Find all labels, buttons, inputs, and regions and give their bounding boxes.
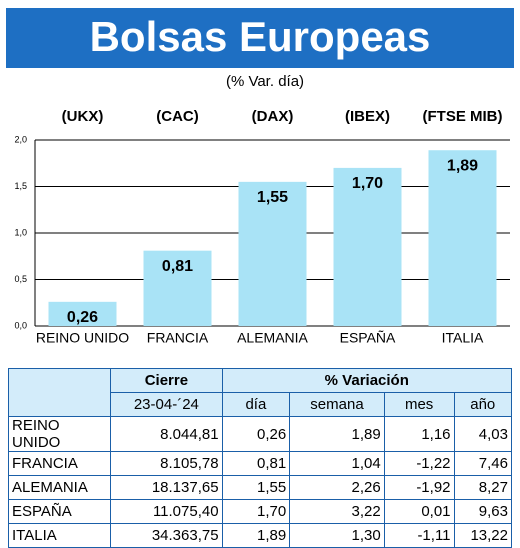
table-cell: -1,92 — [383, 475, 455, 500]
index-label: (IBEX) — [345, 108, 390, 125]
bar — [238, 181, 307, 326]
table-row: Cierre% Variación — [7, 368, 513, 417]
table-cell: 1,89 — [289, 416, 385, 452]
table-cell: semana — [289, 392, 385, 417]
table-row: FRANCIA 8.105,78 0,81 1,04 -1,22 7,46 — [7, 451, 513, 476]
y-tick-label: 2,0 — [14, 134, 27, 144]
y-tick-label: 1,5 — [14, 181, 27, 191]
bar — [333, 167, 402, 326]
table-cell: 1,30 — [289, 523, 385, 548]
table-cell: ALEMANIA — [7, 475, 112, 500]
value-label: 1,89 — [447, 157, 478, 174]
index-label: (FTSE MIB) — [423, 108, 503, 125]
x-tick-label: FRANCIA — [147, 330, 209, 346]
table-cell: 8,27 — [453, 475, 513, 500]
chart-subtitle: (% Var. día) — [226, 73, 304, 90]
table-cell: 1,16 — [383, 416, 455, 452]
value-label: 0,26 — [67, 309, 98, 326]
table-cell: -1,22 — [383, 451, 455, 476]
bar — [48, 301, 117, 326]
table-cell: mes — [383, 392, 455, 417]
table-cell: 1,55 — [221, 475, 291, 500]
table-cell: 2,26 — [289, 475, 385, 500]
empty-cell — [7, 368, 112, 417]
index-label: (DAX) — [252, 108, 294, 125]
table-cell: 1,89 — [221, 523, 291, 548]
y-tick-label: 1,0 — [14, 227, 27, 237]
y-tick-label: 0,5 — [14, 274, 27, 284]
chart: Bolsas Europeas (% Var. día) 0,0 0,5 1,0 1,… — [6, 8, 514, 346]
index-label: (UKX) — [62, 108, 104, 125]
x-tick-label: ITALIA — [442, 330, 484, 346]
x-tick-label: ALEMANIA — [237, 330, 308, 346]
table-cell: 23-04-´24 — [110, 392, 223, 417]
data-table: Cierre% Variación 23-04-´24 día semana mes añ… — [7, 368, 513, 548]
table-row: ALEMANIA 18.137,65 1,55 2,26 -1,92 8,27 — [7, 475, 513, 500]
bar — [428, 150, 497, 326]
table-cell: Cierre — [110, 368, 223, 393]
value-label: 0,81 — [162, 258, 193, 275]
bar — [143, 250, 212, 326]
table-cell: % Variación — [221, 368, 513, 393]
table-cell: 4,03 — [453, 416, 513, 452]
table-row: 23-04-´24 día semana mes año — [9, 392, 513, 417]
table-cell: -1,11 — [383, 523, 455, 548]
table-cell: FRANCIA — [7, 451, 112, 476]
index-label: (CAC) — [156, 108, 199, 125]
table-row: ITALIA 34.363,75 1,89 1,30 -1,11 13,22 — [7, 523, 513, 548]
table-cell: 34.363,75 — [110, 523, 223, 548]
value-label: 1,70 — [352, 175, 383, 192]
table-cell: ITALIA — [7, 523, 112, 548]
table-row: REINO UNIDO 8.044,81 0,26 1,89 1,16 4,03 — [7, 416, 513, 452]
table-cell: ESPAÑA — [7, 499, 112, 524]
table-cell: año — [453, 392, 513, 417]
table-cell: 1,04 — [289, 451, 385, 476]
table-cell: 11.075,40 — [110, 499, 223, 524]
table-cell: 8.044,81 — [110, 416, 223, 452]
table-cell: 9,63 — [453, 499, 513, 524]
value-label: 1,55 — [257, 189, 288, 206]
table-cell: 8.105,78 — [110, 451, 223, 476]
table-cell: 0,81 — [221, 451, 291, 476]
table-cell: REINO UNIDO — [7, 416, 112, 452]
chart-title: Bolsas Europeas — [90, 13, 431, 60]
table-cell: 13,22 — [453, 523, 513, 548]
table-cell: 0,26 — [221, 416, 291, 452]
table-cell: 3,22 — [289, 499, 385, 524]
table-cell: 0,01 — [383, 499, 455, 524]
table-cell: 18.137,65 — [110, 475, 223, 500]
table-row: ESPAÑA 11.075,40 1,70 3,22 0,01 9,63 — [7, 499, 513, 524]
x-tick-label: REINO UNIDO — [36, 330, 129, 346]
table-cell: día — [221, 392, 291, 417]
title-banner — [6, 8, 514, 68]
table-cell: 1,70 — [221, 499, 291, 524]
table-cell: 7,46 — [453, 451, 513, 476]
y-tick-label: 0,0 — [14, 320, 27, 330]
x-tick-label: ESPAÑA — [340, 330, 396, 346]
